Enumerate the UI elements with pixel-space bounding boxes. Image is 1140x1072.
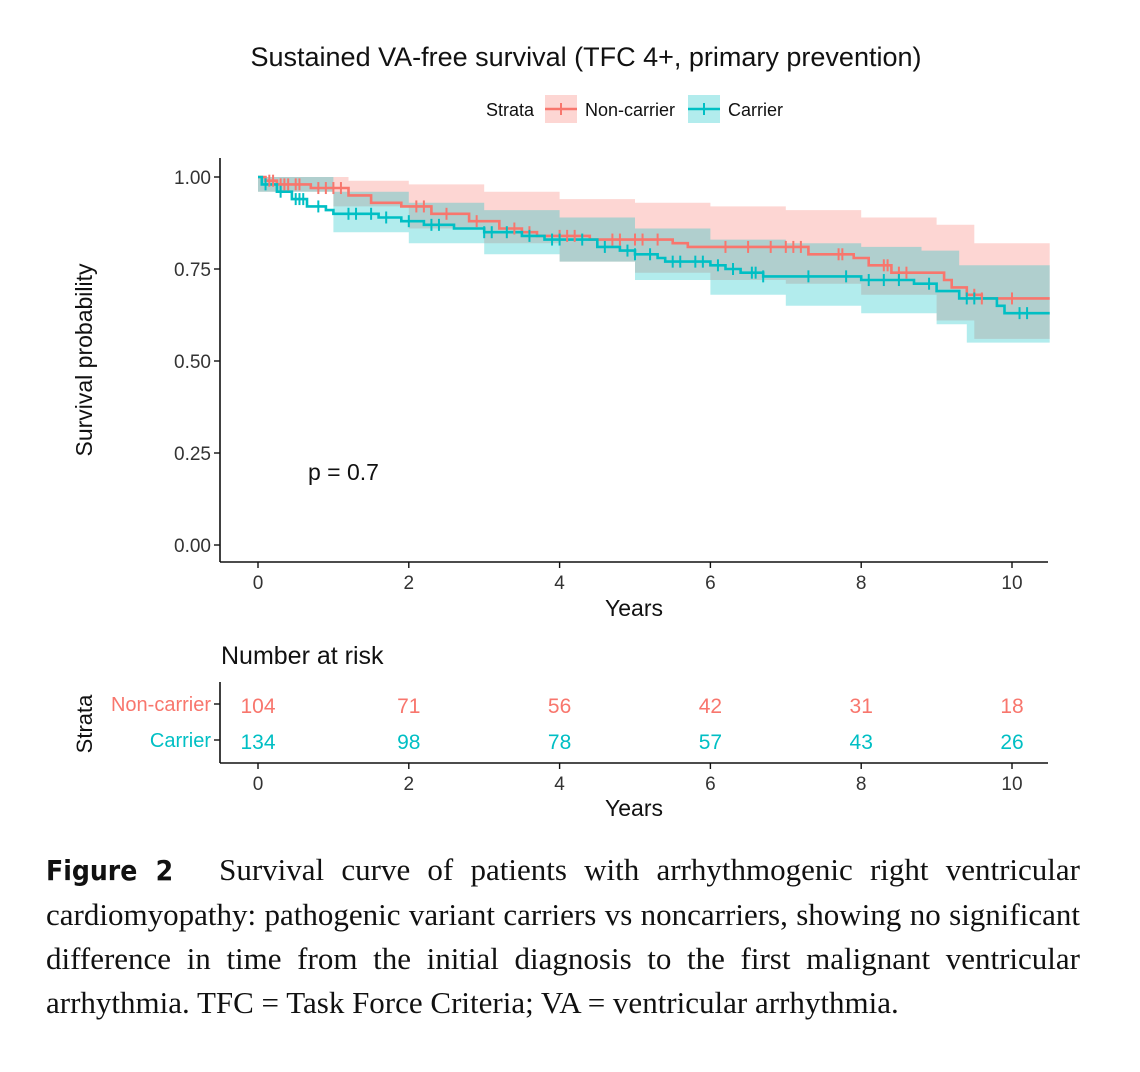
risk-x-tick-label: 6 bbox=[705, 774, 716, 795]
legend-label-non-carrier: Non-carrier bbox=[585, 100, 675, 120]
x-tick-label: 0 bbox=[253, 573, 264, 594]
y-tick-label: 0.25 bbox=[174, 444, 211, 465]
y-tick-label: 0.75 bbox=[174, 260, 211, 281]
risk-table-strata-label: Strata bbox=[72, 694, 97, 753]
legend-label-carrier: Carrier bbox=[728, 100, 783, 120]
figure-label: Figure 2 bbox=[46, 854, 174, 887]
risk-count-non-carrier: 31 bbox=[850, 695, 873, 718]
caption-text: Survival curve of patients with arrhythm… bbox=[46, 852, 1080, 1020]
x-tick-label: 8 bbox=[856, 573, 867, 594]
ci-band-carrier bbox=[258, 177, 1050, 350]
figure-caption: Figure 2 Survival curve of patients with … bbox=[46, 848, 1080, 1025]
y-tick-label: 0.50 bbox=[174, 352, 211, 373]
y-axis-label: Survival probability bbox=[71, 263, 97, 457]
risk-count-non-carrier: 18 bbox=[1000, 695, 1023, 718]
risk-x-tick-label: 0 bbox=[253, 774, 264, 795]
risk-count-non-carrier: 71 bbox=[397, 695, 420, 718]
risk-row-label-carrier: Carrier bbox=[150, 730, 211, 752]
y-tick-label: 1.00 bbox=[174, 168, 211, 189]
risk-x-tick-label: 10 bbox=[1001, 774, 1022, 795]
risk-x-axis-label: Years bbox=[605, 795, 663, 821]
plot-area: 0.00 0.25 0.50 0.75 1.00 0 2 4 6 8 10 p = 0.7 Surv… bbox=[71, 158, 1050, 621]
risk-count-carrier: 57 bbox=[699, 731, 722, 754]
risk-count-carrier: 78 bbox=[548, 731, 571, 754]
risk-count-carrier: 134 bbox=[240, 731, 275, 754]
x-tick-label: 6 bbox=[705, 573, 716, 594]
survival-figure: Sustained VA-free survival (TFC 4+, prim… bbox=[71, 42, 1050, 821]
risk-x-tick-label: 2 bbox=[404, 774, 415, 795]
risk-table-title: Number at risk bbox=[221, 642, 384, 670]
risk-count-carrier: 98 bbox=[397, 731, 420, 754]
risk-count-carrier: 26 bbox=[1000, 731, 1023, 754]
p-value-annotation: p = 0.7 bbox=[308, 459, 379, 485]
risk-row-label-non-carrier: Non-carrier bbox=[111, 694, 211, 716]
survival-curve-non-carrier bbox=[258, 175, 1050, 300]
survival-curve-carrier bbox=[258, 175, 1050, 315]
chart-title: Sustained VA-free survival (TFC 4+, prim… bbox=[251, 42, 922, 72]
risk-count-carrier: 43 bbox=[850, 731, 873, 754]
legend-title: Strata bbox=[486, 100, 535, 120]
risk-table: Number at risk Strata Non-carrier 104 71 56… bbox=[72, 642, 1048, 821]
x-tick-label: 2 bbox=[404, 573, 415, 594]
y-tick-label: 0.00 bbox=[174, 536, 211, 557]
legend: Strata Non-carrier Carrier bbox=[486, 95, 783, 123]
risk-count-non-carrier: 104 bbox=[240, 695, 275, 718]
x-axis-label: Years bbox=[605, 595, 663, 621]
x-tick-label: 10 bbox=[1001, 573, 1022, 594]
risk-x-tick-label: 4 bbox=[554, 774, 565, 795]
ci-band-non-carrier bbox=[258, 177, 1050, 339]
risk-count-non-carrier: 56 bbox=[548, 695, 571, 718]
risk-x-tick-label: 8 bbox=[856, 774, 867, 795]
x-tick-label: 4 bbox=[554, 573, 565, 594]
risk-count-non-carrier: 42 bbox=[699, 695, 722, 718]
